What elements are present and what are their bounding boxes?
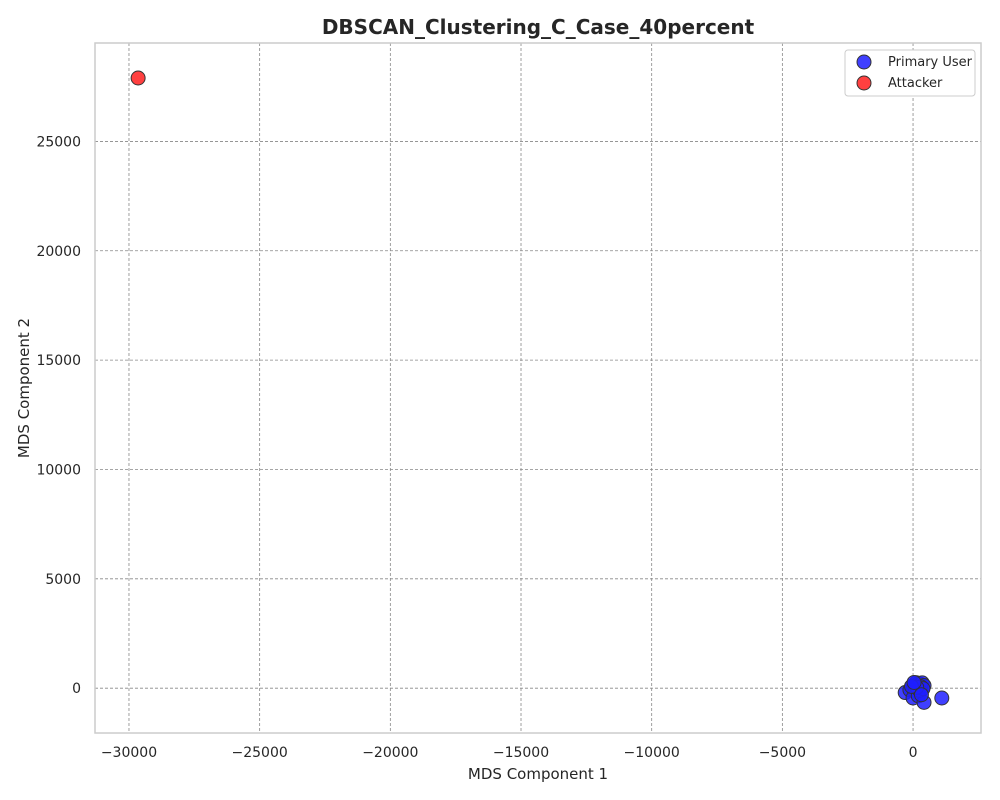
y-tick-label: 20000: [36, 244, 81, 260]
x-tick-label: 0: [909, 745, 918, 761]
point-attacker: [130, 70, 146, 86]
grid-lines: [95, 43, 981, 733]
plot-frame: [94, 42, 982, 734]
x-axis-label: MDS Component 1: [468, 765, 608, 783]
y-tick-label: 5000: [45, 572, 81, 588]
legend-marker-attacker: [856, 75, 872, 91]
legend-box: [844, 49, 976, 97]
x-tick-label: −15000: [493, 745, 549, 761]
x-tick-label: −30000: [101, 745, 157, 761]
chart-title: DBSCAN_Clustering_C_Case_40percent: [322, 15, 755, 39]
legend: Primary User Attacker: [844, 49, 976, 97]
x-axis-ticks: −30000 −25000 −20000 −15000 −10000 −5000 0: [101, 745, 918, 761]
y-tick-label: 15000: [36, 353, 81, 369]
x-tick-label: −10000: [624, 745, 680, 761]
y-axis-ticks: 0 5000 10000 15000 20000 25000: [36, 134, 81, 697]
data-points: [130, 70, 950, 710]
y-tick-label: 0: [72, 681, 81, 697]
x-tick-label: −25000: [232, 745, 288, 761]
legend-label-primary-user: Primary User: [888, 55, 973, 70]
point-primary-user: [913, 687, 929, 703]
x-tick-label: −20000: [362, 745, 418, 761]
point-primary-user: [934, 690, 950, 706]
y-axis-label: MDS Component 2: [15, 318, 33, 458]
legend-label-attacker: Attacker: [888, 76, 943, 91]
y-tick-label: 25000: [36, 134, 81, 150]
y-tick-label: 10000: [36, 462, 81, 478]
point-primary-user: [906, 674, 922, 690]
legend-marker-primary-user: [856, 54, 872, 70]
x-tick-label: −5000: [759, 745, 806, 761]
